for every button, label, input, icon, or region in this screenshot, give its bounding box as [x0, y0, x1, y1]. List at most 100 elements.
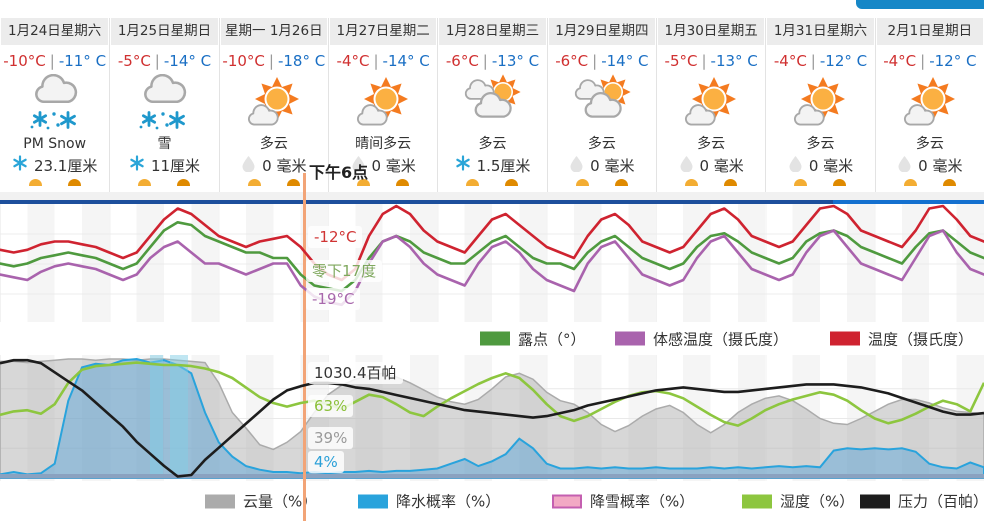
day-column[interactable]: 星期一 1月26日 -10°C | -18° C 多云 0 毫米: [218, 18, 328, 192]
day-header[interactable]: 2月1日星期日: [876, 18, 983, 45]
legend-swatch: [480, 331, 510, 346]
marker-pressure-value: 1030.4百帕: [308, 362, 403, 384]
sun-times: [329, 179, 437, 187]
day-column[interactable]: 1月25日星期日 -5°C | -14° C 雪 11厘米: [109, 18, 218, 192]
day-condition: 晴间多云: [355, 136, 412, 152]
legend-swatch: [860, 494, 890, 508]
sunrise-icon: [903, 179, 917, 186]
conditions-legend-item: 降水概率（%）: [358, 491, 500, 512]
legend-swatch: [615, 331, 645, 346]
sunset-icon: [833, 179, 847, 186]
conditions-legend: 云量（%） 降水概率（%） 降雪概率（%） 湿度（%） 压力（百帕）: [0, 481, 984, 521]
day-precipitation: 0 毫米: [876, 154, 984, 176]
conditions-chart[interactable]: [0, 355, 984, 481]
legend-swatch: [358, 494, 388, 508]
forecast-day-strip: 1月24日星期六 -10°C | -11° C PM Snow 23.1厘米 1月25日星期…: [0, 0, 984, 192]
precip-amount: 0 毫米: [808, 156, 854, 175]
top-right-button[interactable]: [856, 0, 984, 9]
sunrise-icon: [575, 179, 589, 186]
day-header[interactable]: 1月28日星期三: [439, 18, 546, 45]
sun-times: [548, 179, 656, 187]
day-precipitation: 0 毫米: [657, 154, 765, 176]
snow-icon: [0, 72, 109, 134]
day-header[interactable]: 1月25日星期日: [111, 18, 218, 45]
day-column[interactable]: 1月31日星期六 -4°C | -12° C 多云 0 毫米: [765, 18, 874, 192]
droplet-icon: [569, 155, 584, 176]
marker-dewpoint-value: 零下17度: [306, 260, 383, 282]
day-condition: 多云: [806, 136, 835, 152]
sun-times: [657, 179, 765, 187]
snowflake-icon: [455, 155, 471, 175]
sun-cloud-icon: [657, 72, 765, 134]
sun-cloud-icon: [220, 72, 328, 134]
day-column[interactable]: 1月24日星期六 -10°C | -11° C PM Snow 23.1厘米: [0, 18, 109, 192]
sunset-icon: [396, 179, 410, 186]
sun-cloud-icon: [876, 72, 984, 134]
day-temperatures: -5°C | -13° C: [664, 52, 758, 70]
temperature-legend-item: 体感温度（摄氏度）: [615, 328, 788, 349]
day-column[interactable]: 2月1日星期日 -4°C | -12° C 多云 0 毫米: [874, 18, 984, 192]
day-temperatures: -4°C | -12° C: [773, 52, 868, 70]
day-condition: PM Snow: [23, 136, 87, 152]
droplet-icon: [351, 155, 366, 176]
sun-times: [876, 179, 984, 187]
day-header[interactable]: 1月31日星期六: [767, 18, 874, 45]
time-marker-line: [303, 322, 306, 355]
day-temperatures: -6°C | -13° C: [445, 52, 540, 70]
marker-humidity-value: 63%: [308, 395, 354, 417]
day-header[interactable]: 1月27日星期二: [330, 18, 437, 45]
marker-feelslike-value: -19°C: [306, 288, 361, 310]
day-precipitation: 0 毫米: [548, 154, 656, 176]
day-precipitation: 1.5厘米: [438, 154, 546, 176]
sunrise-icon: [466, 179, 480, 186]
sun-times: [0, 179, 109, 187]
precip-amount: 0 毫米: [262, 156, 307, 175]
marker-precipprob-value: 4%: [308, 451, 344, 473]
sun-times: [766, 179, 874, 187]
legend-label: 云量（%）: [243, 492, 318, 511]
sun-cloud-icon: [766, 72, 874, 134]
day-precipitation: 11厘米: [110, 154, 218, 176]
droplet-icon: [679, 155, 694, 176]
day-temperatures: -10°C | -18° C: [222, 52, 326, 70]
low-temp: -12° C: [819, 52, 868, 70]
sunset-icon: [724, 179, 738, 186]
droplet-icon: [241, 155, 256, 176]
low-temp: -18° C: [277, 52, 326, 70]
marker-temperature-value: -12°C: [308, 226, 363, 248]
temperature-chart[interactable]: [0, 204, 984, 323]
day-column[interactable]: 1月27日星期二 -4°C | -14° C 晴间多云 0 毫米: [328, 18, 437, 192]
sun-times: [438, 179, 546, 187]
sunrise-icon: [794, 179, 808, 186]
high-temp: -4°C: [336, 52, 370, 70]
snowflake-icon: [129, 155, 145, 175]
day-precipitation: 0 毫米: [766, 154, 874, 176]
legend-label: 温度（摄氏度）: [868, 330, 974, 348]
time-marker-line: [303, 481, 306, 521]
day-header[interactable]: 星期一 1月26日: [220, 18, 327, 45]
precip-amount: 1.5厘米: [476, 156, 531, 175]
day-column[interactable]: 1月29日星期四 -6°C | -14° C 多云 0 毫米: [546, 18, 656, 192]
temperature-legend: 露点（°） 体感温度（摄氏度） 温度（摄氏度）: [0, 322, 984, 355]
sun-times: [110, 179, 218, 187]
day-condition: 多云: [259, 136, 288, 152]
legend-swatch: [830, 331, 860, 346]
day-header[interactable]: 1月24日星期六: [1, 18, 109, 45]
day-condition: 多云: [697, 136, 726, 152]
precip-amount: 0 毫米: [371, 156, 416, 175]
day-column[interactable]: 1月30日星期五 -5°C | -13° C 多云 0 毫米: [656, 18, 765, 192]
high-temp: -6°C: [445, 52, 479, 70]
low-temp: -14° C: [163, 52, 212, 70]
day-header[interactable]: 1月30日星期五: [658, 18, 765, 45]
time-marker-line[interactable]: [303, 173, 306, 204]
temperature-legend-item: 露点（°）: [480, 328, 586, 349]
sunrise-icon: [685, 179, 699, 186]
day-column[interactable]: 1月28日星期三 -6°C | -13° C 多云 1.5厘米: [437, 18, 546, 192]
day-temperatures: -6°C | -14° C: [555, 52, 649, 70]
high-temp: -4°C: [773, 52, 807, 70]
sun-times: [220, 179, 328, 187]
precip-amount: 0 毫米: [918, 156, 963, 175]
day-header[interactable]: 1月29日星期四: [548, 18, 655, 45]
low-temp: -14° C: [382, 52, 430, 70]
